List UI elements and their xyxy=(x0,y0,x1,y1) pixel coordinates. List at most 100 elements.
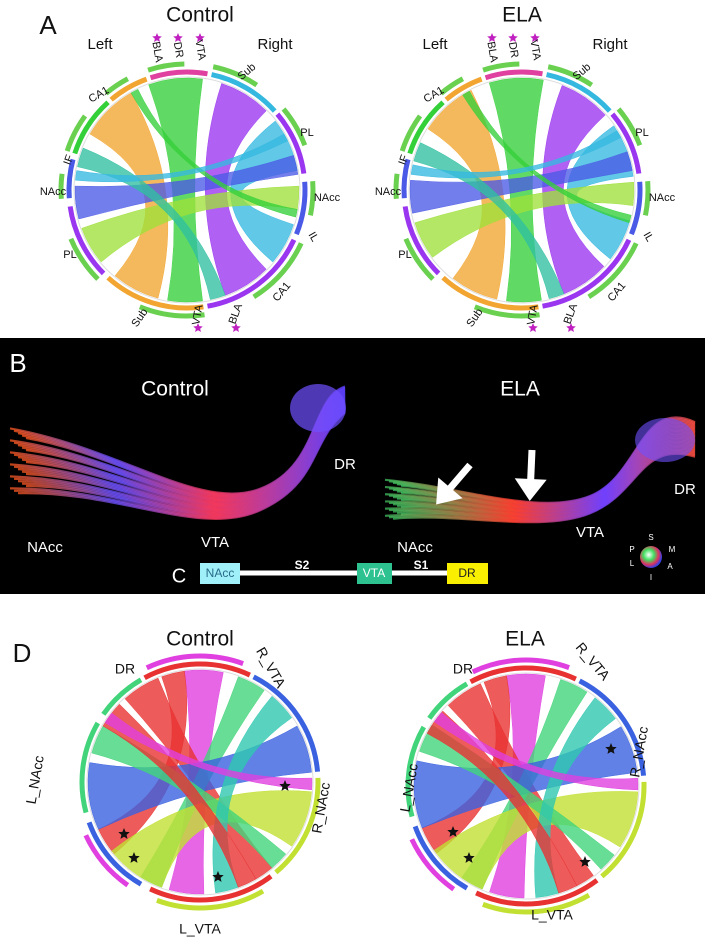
ring-segment xyxy=(307,181,316,216)
chord-ribbon xyxy=(410,130,622,179)
star-marker xyxy=(566,323,576,333)
label: L_VTA xyxy=(531,907,573,923)
ring-segment xyxy=(412,825,469,891)
ring-segment xyxy=(600,781,647,879)
star-marker xyxy=(463,852,475,863)
label: S xyxy=(648,533,653,542)
ring-segment xyxy=(68,237,100,281)
ring-segment xyxy=(407,100,445,155)
chord-ribbon xyxy=(74,155,299,220)
label: BLA xyxy=(227,302,246,326)
chord-ribbon xyxy=(130,89,298,218)
label: ELA xyxy=(500,378,540,401)
ring-segment xyxy=(629,181,643,236)
ring-segment xyxy=(427,681,469,720)
star-marker xyxy=(193,323,203,333)
ring-segment xyxy=(405,725,426,818)
ring-segment xyxy=(587,242,639,299)
chord-frame xyxy=(412,672,640,900)
ring-segment xyxy=(109,76,148,102)
ring-segment xyxy=(211,72,277,113)
ring-segment xyxy=(578,678,647,776)
ring-segment xyxy=(402,206,441,276)
label: PL xyxy=(398,249,411,261)
ring-segment xyxy=(473,304,540,319)
chord-ribbon xyxy=(433,712,639,791)
label: L xyxy=(630,559,635,568)
label: BLA xyxy=(484,41,500,64)
label: DR xyxy=(453,661,473,677)
label: Sub xyxy=(571,61,594,83)
diagram-title: Control xyxy=(166,4,234,27)
panel-letter: A xyxy=(39,10,57,40)
ring-segment xyxy=(86,821,143,887)
panel-d xyxy=(79,653,647,915)
chord-ribbon xyxy=(413,142,565,299)
label: VTA xyxy=(190,303,206,326)
label: IF xyxy=(62,153,77,167)
ring-segment xyxy=(616,107,643,147)
star-marker xyxy=(530,33,540,43)
star-marker xyxy=(212,871,224,882)
ring-segment xyxy=(610,112,642,174)
ring-segment xyxy=(642,181,651,216)
label: Sub xyxy=(236,61,259,83)
ring-segment xyxy=(64,114,88,152)
star-marker xyxy=(528,323,538,333)
ring-segment xyxy=(252,674,321,772)
label: VTA xyxy=(576,524,604,541)
chord-ribbon xyxy=(102,703,257,888)
label: DR xyxy=(171,41,186,59)
ring-segment xyxy=(145,653,244,671)
ring-segment xyxy=(143,661,251,681)
star-marker xyxy=(128,852,140,863)
label: NAcc xyxy=(40,186,67,198)
label: L_NAcc xyxy=(23,754,47,805)
star-marker xyxy=(579,856,591,867)
star-marker xyxy=(487,33,497,43)
ring-segment xyxy=(67,206,106,276)
ring-segment xyxy=(403,237,435,281)
star-marker xyxy=(118,828,130,839)
star-marker xyxy=(152,33,162,43)
panel-a xyxy=(58,33,651,333)
ring-segment xyxy=(469,665,577,685)
ring-segment xyxy=(104,76,130,96)
ring-segment xyxy=(83,834,130,888)
ring-segment xyxy=(274,777,321,875)
ring-segment xyxy=(546,72,612,113)
ring-segment xyxy=(281,107,308,147)
star-marker xyxy=(605,743,617,754)
diagram-title: ELA xyxy=(502,4,542,27)
label: S2 xyxy=(295,558,310,572)
region-box xyxy=(357,563,392,584)
label: I xyxy=(650,573,652,582)
label: PL xyxy=(300,127,313,139)
ring-segment xyxy=(441,275,539,311)
ring-segment xyxy=(484,69,543,81)
chord-ribbon xyxy=(409,151,633,214)
ring-segment xyxy=(471,657,570,675)
label: R_VTA xyxy=(573,639,614,684)
ring-segment xyxy=(294,181,308,236)
label: P xyxy=(629,545,634,554)
label: M xyxy=(669,545,676,554)
label: Control xyxy=(141,378,209,401)
label: DR xyxy=(458,566,476,580)
ring-segment xyxy=(542,238,632,309)
chord-ribbon xyxy=(91,725,287,869)
label: NAcc xyxy=(649,192,676,204)
region-box xyxy=(447,563,488,584)
chord-frame xyxy=(86,668,314,896)
star-marker xyxy=(195,33,205,43)
ring-segment xyxy=(207,238,297,309)
label: VTA xyxy=(201,534,229,551)
ring-segment xyxy=(409,838,456,892)
label: PL xyxy=(63,249,76,261)
label: DR xyxy=(115,661,135,677)
arrow-head xyxy=(514,478,547,501)
star-marker xyxy=(279,780,291,791)
ring-segment xyxy=(147,61,185,73)
label: Right xyxy=(257,36,293,53)
ring-segment xyxy=(393,173,400,199)
